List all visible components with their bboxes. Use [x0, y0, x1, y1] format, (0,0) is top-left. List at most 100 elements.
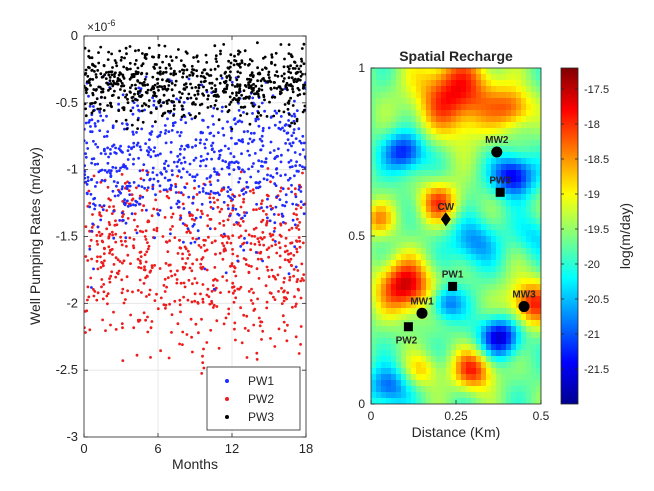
heatmap-cell [511, 356, 517, 363]
heatmap-cell [411, 164, 417, 171]
left-y-tick-label: -2 [66, 295, 78, 310]
heatmap-cell [466, 392, 472, 399]
heatmap-cell [496, 158, 502, 165]
heatmap-cell [531, 218, 537, 225]
heatmap-cell [476, 146, 482, 153]
scatter-point-pw2 [231, 248, 234, 251]
heatmap-cell [441, 374, 447, 381]
scatter-point-pw2 [191, 350, 194, 354]
scatter-point-pw3 [141, 62, 145, 66]
scatter-point-pw3 [251, 75, 255, 79]
scatter-point-pw3 [247, 81, 251, 84]
heatmap-cell [476, 170, 482, 177]
heatmap-cell [506, 386, 512, 393]
scatter-point-pw3 [147, 99, 151, 102]
heatmap-cell [466, 362, 472, 369]
scatter-point-pw3 [300, 59, 304, 63]
heatmap-cell [521, 86, 527, 93]
heatmap-cell [471, 206, 477, 213]
scatter-point-pw2 [206, 214, 210, 217]
heatmap-cell [511, 314, 517, 321]
heatmap-cell [426, 200, 432, 207]
scatter-point-pw1 [282, 129, 286, 133]
heatmap-cell [471, 296, 477, 303]
heatmap-cell [476, 224, 482, 231]
scatter-point-pw1 [205, 157, 209, 161]
scatter-point-pw2 [269, 180, 272, 184]
heatmap-cell [501, 368, 507, 375]
scatter-point-pw1 [115, 184, 118, 188]
heatmap-cell [431, 308, 437, 315]
scatter-point-pw2 [265, 265, 269, 269]
heatmap-cell [531, 116, 537, 123]
heatmap-cell [526, 242, 532, 249]
scatter-point-pw2 [181, 193, 185, 197]
scatter-point-pw2 [300, 277, 304, 280]
heatmap-cell [526, 374, 532, 381]
heatmap-cell [531, 290, 537, 297]
heatmap-cell [441, 266, 447, 273]
heatmap-cell [456, 272, 462, 279]
heatmap-cell [456, 392, 462, 399]
heatmap-cell [511, 302, 517, 309]
scatter-point-pw3 [301, 110, 305, 114]
scatter-point-pw1 [196, 229, 200, 233]
heatmap-cell [431, 386, 437, 393]
scatter-point-pw3 [213, 103, 217, 107]
heatmap-cell [411, 194, 417, 201]
scatter-point-pw3 [273, 81, 276, 84]
scatter-point-pw3 [89, 102, 92, 106]
heatmap-cell [531, 200, 537, 207]
scatter-point-pw2 [112, 205, 115, 208]
scatter-point-pw1 [295, 160, 298, 164]
heatmap-cell [486, 254, 492, 261]
heatmap-cell [406, 218, 412, 225]
heatmap-cell [511, 224, 517, 231]
heatmap-cell [476, 332, 482, 339]
scatter-point-pw1 [205, 177, 209, 180]
scatter-point-pw1 [96, 145, 100, 149]
scatter-point-pw3 [237, 49, 240, 53]
scatter-point-pw2 [222, 219, 225, 223]
scatter-point-pw2 [112, 310, 115, 314]
heatmap-cell [401, 218, 407, 225]
heatmap-cell [436, 326, 442, 333]
heatmap-cell [456, 338, 462, 345]
heatmap-cell [386, 380, 392, 387]
scatter-point-pw2 [98, 213, 102, 217]
heatmap-cell [531, 356, 537, 363]
well-marker-pw3 [495, 187, 505, 197]
heatmap-cell [481, 398, 487, 404]
heatmap-cell [486, 242, 492, 249]
heatmap-cell [436, 110, 442, 117]
scatter-point-pw3 [287, 83, 291, 87]
scatter-point-pw3 [293, 122, 297, 125]
heatmap-cell [426, 392, 432, 399]
heatmap-cell [436, 278, 442, 285]
heatmap-cell [466, 368, 472, 375]
scatter-point-pw2 [286, 323, 289, 327]
scatter-point-pw2 [245, 356, 249, 359]
spatial-recharge-chart: Spatial Recharge 0 0.25 0.500.51 MW2PW3CWP… [348, 48, 633, 440]
heatmap-cell [381, 104, 387, 111]
heatmap-cell [536, 140, 541, 147]
heatmap-cell [486, 260, 492, 267]
scatter-point-pw3 [273, 86, 276, 90]
scatter-point-pw2 [98, 211, 101, 215]
scatter-point-pw2 [295, 280, 299, 283]
scatter-point-pw2 [162, 303, 166, 307]
heatmap-cell [386, 326, 392, 333]
scatter-point-pw2 [100, 285, 103, 289]
heatmap-cell [521, 170, 527, 177]
heatmap-cell [401, 302, 407, 309]
heatmap-cell [426, 398, 432, 404]
heatmap-cell [526, 278, 532, 285]
scatter-point-pw2 [103, 247, 106, 251]
scatter-point-pw3 [86, 74, 90, 78]
scatter-point-pw2 [178, 298, 182, 302]
heatmap-cell [506, 266, 512, 273]
scatter-point-pw1 [274, 156, 277, 159]
scatter-point-pw1 [240, 152, 243, 156]
heatmap-cell [446, 116, 452, 123]
heatmap-cell [396, 266, 402, 273]
